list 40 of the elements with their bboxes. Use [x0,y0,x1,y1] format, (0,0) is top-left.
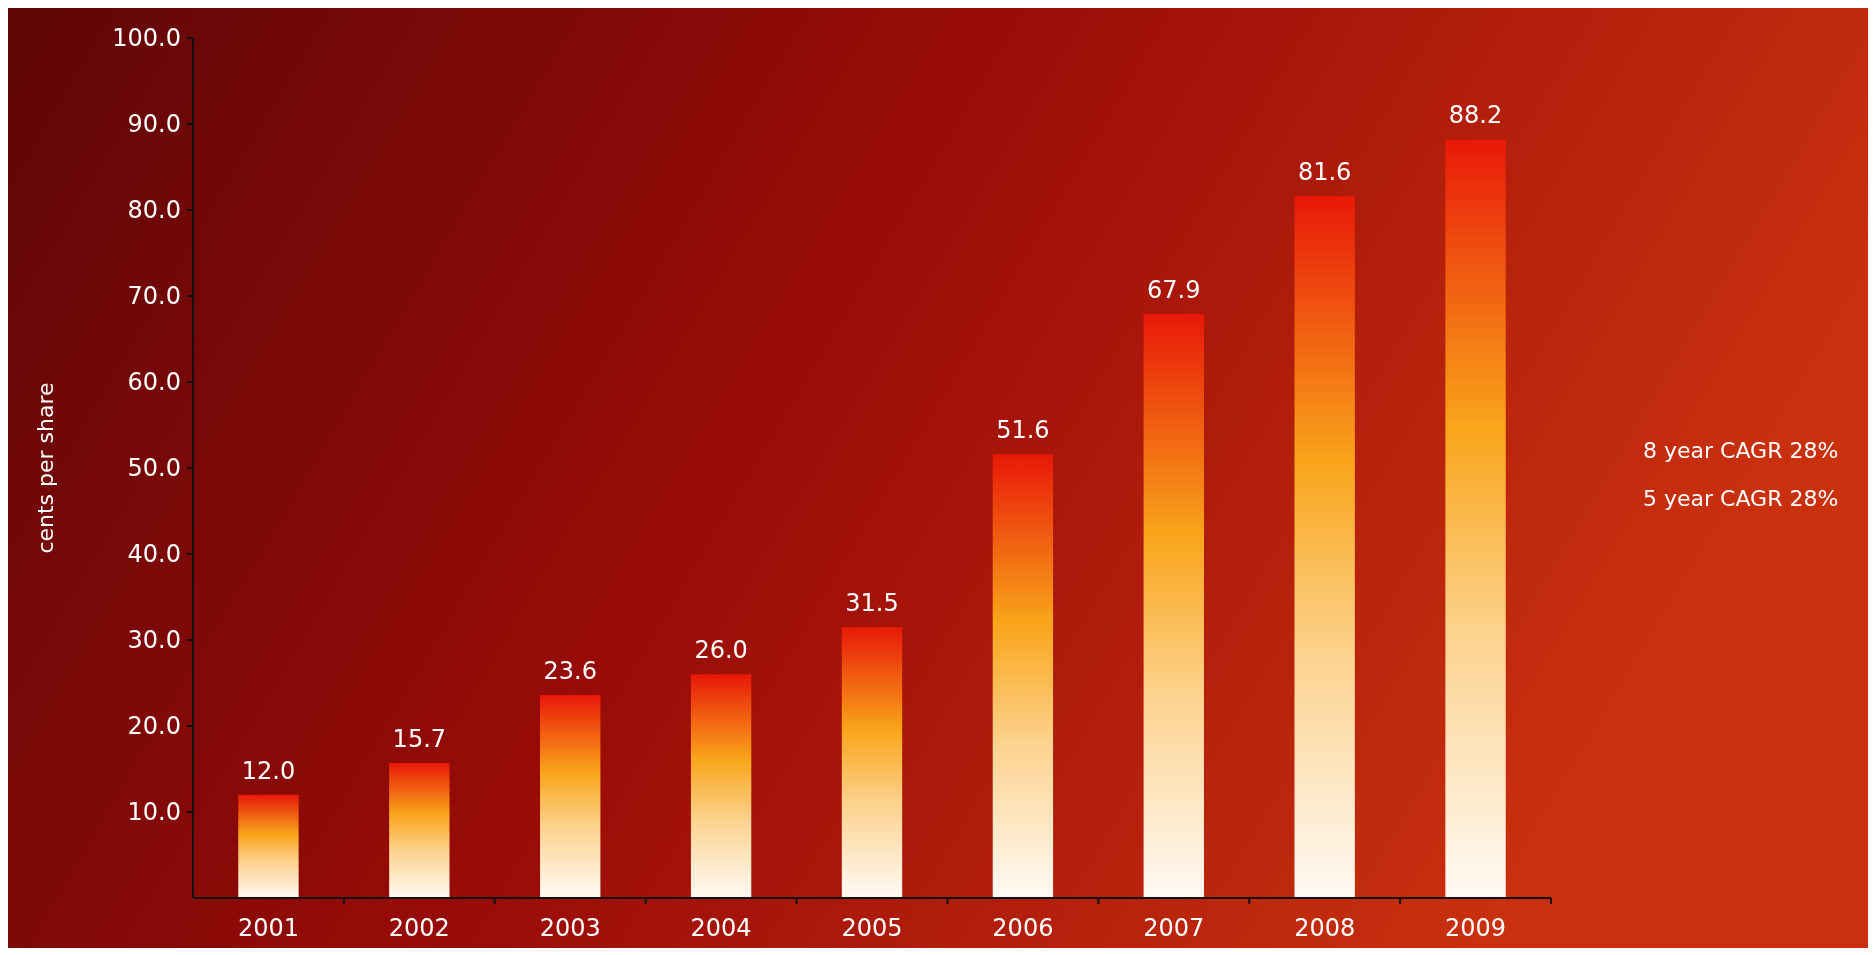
data-label: 15.7 [392,724,447,753]
bar [1445,139,1506,898]
data-label: 67.9 [1147,276,1201,305]
text: 5 year CAGR 28% [1643,486,1839,511]
bar [841,627,903,898]
bar [389,762,450,898]
y-tick-label: 100.0 [112,24,181,53]
y-tick-label: 20.0 [127,712,181,741]
bar [992,454,1054,898]
data-label: 31.5 [845,589,899,618]
x-tick-label: 2004 [690,914,752,942]
x-tick-label: 2001 [237,914,299,942]
bar [238,794,299,898]
y-tick-label: 70.0 [127,282,181,311]
x-tick-label: 2007 [1143,914,1205,942]
bar [690,674,752,898]
data-label: 23.6 [543,657,597,686]
data-label: 81.6 [1297,158,1352,187]
y-tick-label: 90.0 [127,110,181,139]
y-tick-label: 60.0 [127,368,181,397]
x-tick-label: 2003 [539,914,601,942]
data-label: 12.0 [241,756,296,785]
data-label: 88.2 [1448,101,1503,130]
x-tick-label: 2008 [1294,914,1356,942]
data-label: 51.6 [996,416,1050,445]
y-tick-label: 50.0 [127,454,181,483]
text: 8 year CAGR 28% [1643,438,1839,463]
y-axis-title: cents per share [33,382,58,554]
y-tick-label: 40.0 [127,540,181,569]
bar [540,695,601,898]
x-tick-label: 2002 [388,914,450,942]
y-tick-label: 10.0 [127,798,181,827]
bar [1143,314,1204,898]
x-tick-label: 2009 [1445,914,1507,942]
bar [1294,196,1355,898]
y-tick-label: 80.0 [127,196,181,225]
x-tick-label: 2005 [841,914,903,942]
x-tick-label: 2006 [992,914,1054,942]
y-tick-label: 30.0 [127,626,181,655]
data-label: 26.0 [694,636,748,665]
